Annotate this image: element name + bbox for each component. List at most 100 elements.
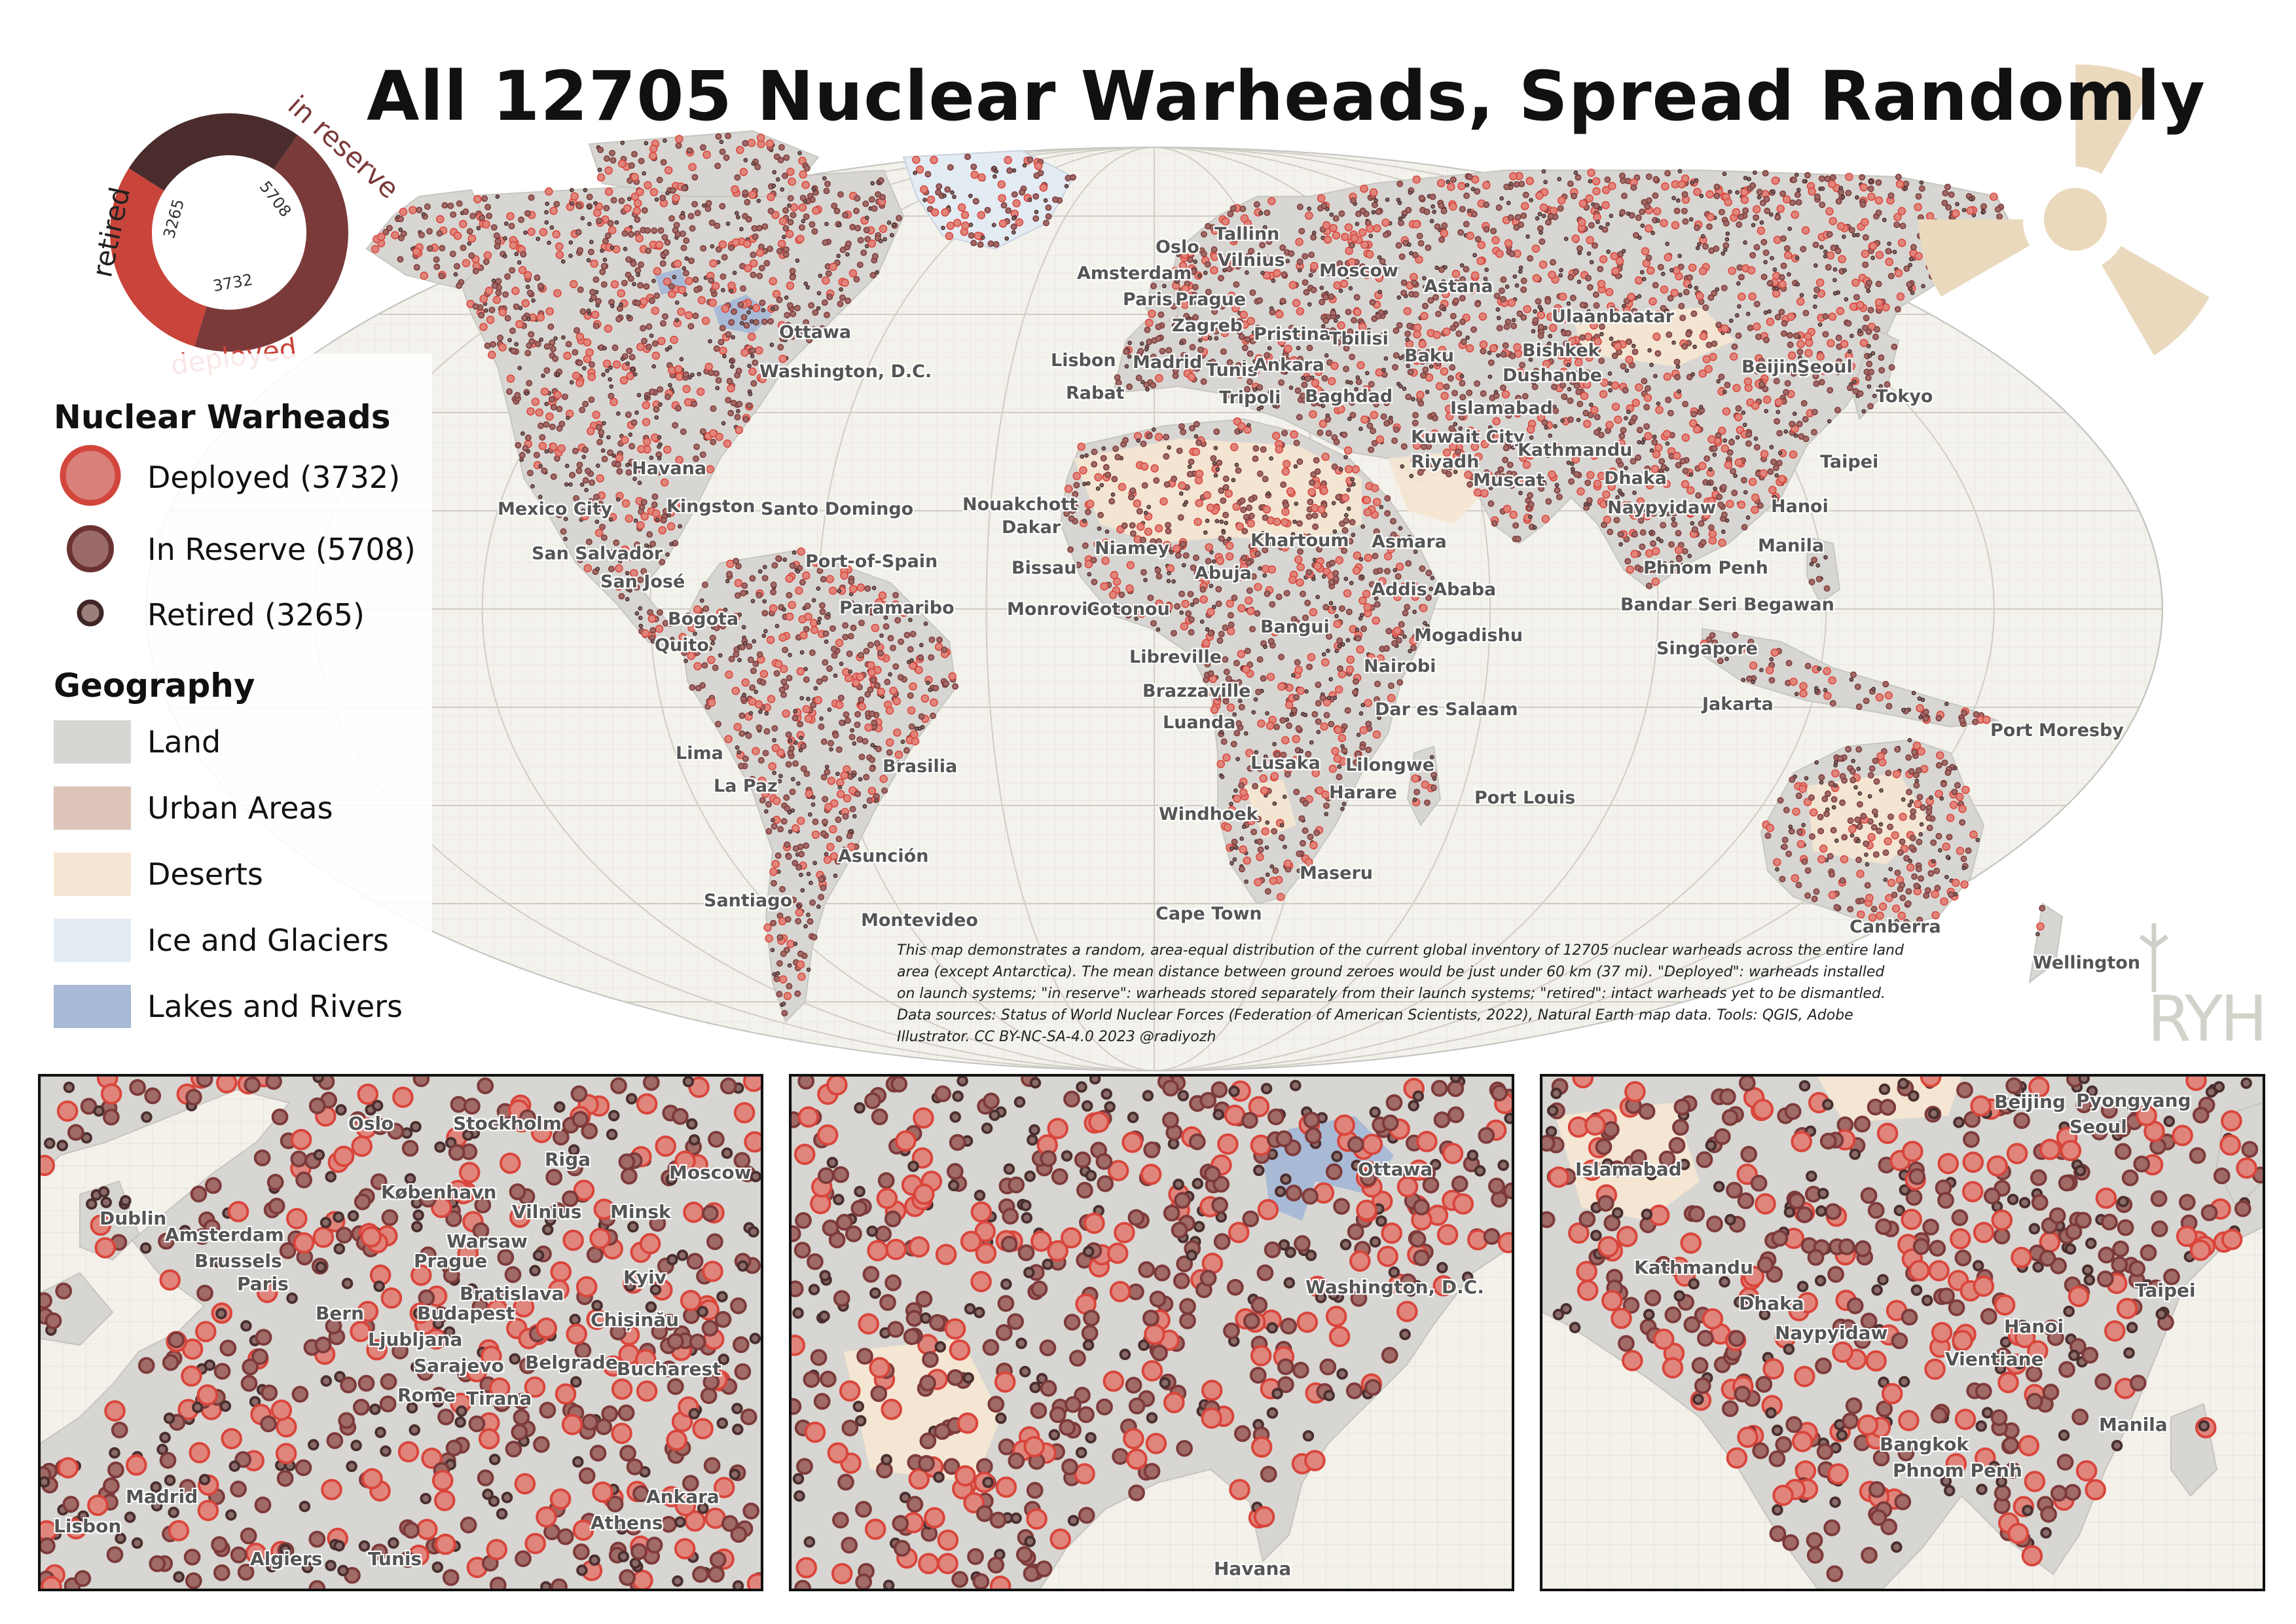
warhead-dot-reserve xyxy=(1315,718,1322,725)
warhead-dot-retired xyxy=(1690,521,1695,526)
warhead-dot-retired xyxy=(1406,242,1412,247)
warhead-dot-retired xyxy=(751,161,756,166)
warhead-dot-retired xyxy=(787,810,792,815)
warhead-dot-retired xyxy=(1694,178,1699,183)
warhead-dot-reserve xyxy=(1887,823,1894,830)
warhead-dot-deployed xyxy=(1425,373,1434,382)
warhead-dot-deployed xyxy=(642,418,651,426)
warhead-dot-deployed xyxy=(1333,619,1341,629)
warhead-dot-reserve xyxy=(1317,429,1324,436)
warhead-dot-deployed xyxy=(1331,747,1339,756)
warhead-dot-deployed xyxy=(1859,339,1868,347)
warhead-dot-reserve xyxy=(653,292,661,299)
warhead-dot-retired xyxy=(800,888,805,893)
warhead-dot-retired xyxy=(1343,576,1349,581)
warhead-dot-reserve xyxy=(1856,823,1863,830)
warhead-dot-retired xyxy=(913,170,917,175)
warhead-dot-retired xyxy=(1398,216,1403,221)
warhead-dot-reserve xyxy=(797,950,804,957)
warhead-dot-reserve xyxy=(689,684,696,691)
warhead-dot-reserve xyxy=(1336,637,1343,644)
warhead-dot-deployed xyxy=(420,271,429,280)
warhead-dot-retired xyxy=(1340,806,1345,811)
warhead-dot-retired xyxy=(1814,760,1819,765)
warhead-dot-retired xyxy=(1101,446,1106,451)
warhead-dot-reserve xyxy=(1417,240,1425,247)
warhead-dot-reserve xyxy=(447,202,454,210)
warhead-dot-deployed xyxy=(804,714,813,723)
warhead-dot-deployed xyxy=(1277,682,1286,691)
warhead-dot-retired xyxy=(1583,502,1588,507)
warhead-dot-retired xyxy=(657,435,662,440)
warhead-dot-reserve xyxy=(1682,401,1689,408)
warhead-dot-deployed xyxy=(569,280,578,289)
warhead-dot-reserve xyxy=(788,745,795,752)
warhead-dot-reserve xyxy=(700,245,707,252)
warhead-dot-reserve xyxy=(1934,885,1941,892)
warhead-dot-reserve xyxy=(789,562,796,569)
warhead-dot-reserve xyxy=(1459,380,1466,387)
warhead-dot-reserve xyxy=(660,158,667,166)
warhead-dot-retired xyxy=(1919,180,1924,185)
warhead-dot-reserve xyxy=(524,350,532,357)
warhead-dot-deployed xyxy=(1762,396,1772,404)
warhead-dot-reserve xyxy=(609,149,615,157)
warhead-dot-retired xyxy=(1343,454,1348,460)
warhead-dot-retired xyxy=(1887,241,1891,246)
warhead-dot-retired xyxy=(1271,278,1276,284)
warhead-dot-reserve xyxy=(1230,741,1237,748)
warhead-dot-reserve xyxy=(767,318,774,325)
warhead-dot-retired xyxy=(1813,294,1818,299)
warhead-dot-retired xyxy=(1659,509,1664,514)
warhead-dot-reserve xyxy=(692,312,699,320)
warhead-dot-reserve xyxy=(1620,363,1627,370)
warhead-dot-deployed xyxy=(1112,578,1121,586)
warhead-dot-deployed xyxy=(771,860,780,868)
warhead-dot-retired xyxy=(1533,309,1537,314)
warhead-dot-retired xyxy=(566,415,570,420)
warhead-dot-reserve xyxy=(713,345,720,352)
warhead-dot-reserve xyxy=(811,934,818,941)
warhead-dot-deployed xyxy=(1230,443,1239,452)
warhead-dot-retired xyxy=(1405,337,1410,342)
warhead-dot-reserve xyxy=(539,434,546,441)
warhead-dot-reserve xyxy=(1114,374,1121,381)
warhead-dot-deployed xyxy=(1789,450,1798,459)
warhead-dot-retired xyxy=(833,874,838,878)
warhead-dot-deployed xyxy=(998,219,1008,228)
warhead-dot-reserve xyxy=(1111,475,1118,483)
warhead-dot-retired xyxy=(813,686,818,691)
warhead-dot-deployed xyxy=(852,678,860,687)
warhead-dot-deployed xyxy=(1344,465,1353,473)
warhead-dot-reserve xyxy=(868,710,875,717)
warhead-dot-reserve xyxy=(1711,289,1718,297)
warhead-dot-retired xyxy=(1742,422,1747,428)
warhead-dot-reserve xyxy=(1470,211,1478,217)
warhead-dot-deployed xyxy=(1440,367,1449,376)
warhead-dot-retired xyxy=(1867,384,1872,389)
warhead-dot-retired xyxy=(1251,710,1256,715)
warhead-dot-deployed xyxy=(1592,187,1601,196)
warhead-dot-retired xyxy=(819,716,824,721)
warhead-dot-retired xyxy=(1690,372,1696,377)
warhead-dot-reserve xyxy=(1211,246,1218,253)
warhead-dot-reserve xyxy=(1449,176,1457,183)
warhead-dot-retired xyxy=(743,158,748,162)
warhead-dot-reserve xyxy=(1104,471,1112,479)
warhead-dot-deployed xyxy=(1777,475,1786,483)
warhead-dot-reserve xyxy=(1813,888,1820,895)
warhead-dot-retired xyxy=(1205,519,1210,523)
warhead-dot-retired xyxy=(674,318,680,323)
warhead-dot-deployed xyxy=(1181,599,1190,608)
warhead-dot-retired xyxy=(715,386,720,390)
warhead-dot-reserve xyxy=(1579,334,1586,341)
warhead-dot-reserve xyxy=(1762,170,1769,177)
warhead-dot-retired xyxy=(2035,932,2040,936)
warhead-dot-reserve xyxy=(854,721,861,728)
warhead-dot-retired xyxy=(1770,255,1774,261)
warhead-dot-reserve xyxy=(538,422,544,430)
warhead-dot-reserve xyxy=(863,648,870,655)
warhead-dot-retired xyxy=(1272,801,1277,806)
warhead-dot-retired xyxy=(655,517,660,523)
warhead-dot-deployed xyxy=(1726,500,1734,508)
